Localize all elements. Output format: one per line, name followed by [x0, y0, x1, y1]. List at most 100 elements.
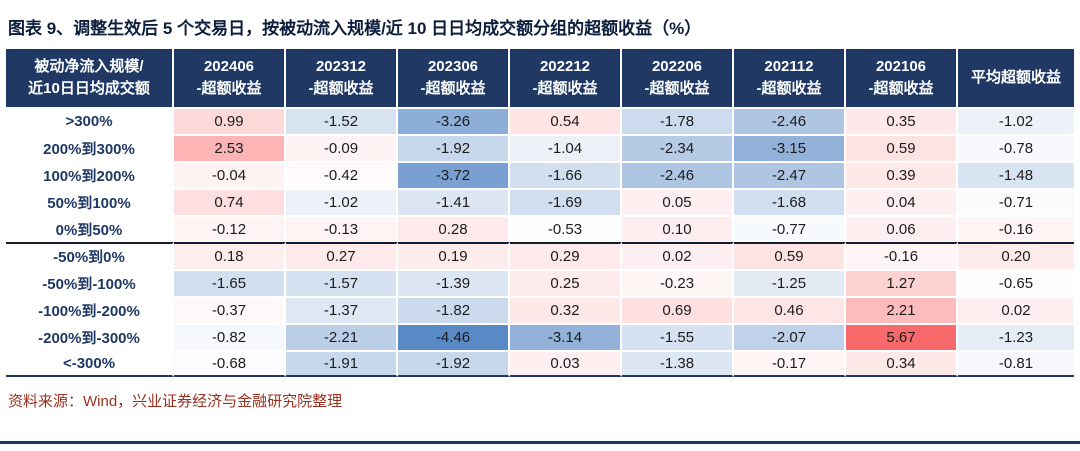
- table-cell: 0.74: [174, 188, 286, 215]
- table-cell: 2.53: [174, 134, 286, 161]
- table-cell: 0.06: [846, 215, 958, 242]
- table-row: 100%到200% -0.04 -0.42 -3.72 -1.66 -2.46 -2.47 0…: [6, 161, 1074, 188]
- row-label: 200%到300%: [6, 134, 174, 161]
- table-cell: -1.82: [398, 296, 510, 323]
- table-cell: -1.68: [734, 188, 846, 215]
- table-cell: -1.41: [398, 188, 510, 215]
- table-cell: 0.02: [622, 242, 734, 269]
- table-cell: 0.25: [510, 269, 622, 296]
- column-header: 202312 -超额收益: [286, 49, 398, 107]
- row-label: 50%到100%: [6, 188, 174, 215]
- table-cell: -0.65: [958, 269, 1074, 296]
- table-cell: 0.19: [398, 242, 510, 269]
- table-cell: -2.47: [734, 161, 846, 188]
- column-header: 202306 -超额收益: [398, 49, 510, 107]
- table-cell: 0.34: [846, 350, 958, 377]
- table-cell: -1.92: [398, 134, 510, 161]
- table-cell: 0.99: [174, 107, 286, 134]
- table-cell: -4.46: [398, 323, 510, 350]
- table-cell: -1.65: [174, 269, 286, 296]
- table-cell: 0.28: [398, 215, 510, 242]
- table-cell: -1.48: [958, 161, 1074, 188]
- table-cell: -1.23: [958, 323, 1074, 350]
- table-cell: 0.39: [846, 161, 958, 188]
- table-cell: -0.09: [286, 134, 398, 161]
- row-label: 100%到200%: [6, 161, 174, 188]
- column-header: 202106 -超额收益: [846, 49, 958, 107]
- column-header: 202206 -超额收益: [622, 49, 734, 107]
- table-cell: -0.82: [174, 323, 286, 350]
- table-cell: 5.67: [846, 323, 958, 350]
- table-cell: -3.26: [398, 107, 510, 134]
- table-row: -100%到-200% -0.37 -1.37 -1.82 0.32 0.69 0.46 2.…: [6, 296, 1074, 323]
- table-cell: -2.46: [622, 161, 734, 188]
- table-row: <-300% -0.68 -1.91 -1.92 0.03 -1.38 -0.17 0.34-…: [6, 350, 1074, 377]
- table-row: -50%到0% 0.18 0.27 0.19 0.29 0.02 0.59 -0.16 0.20: [6, 242, 1074, 269]
- table-cell: 0.04: [846, 188, 958, 215]
- table-cell: 0.32: [510, 296, 622, 323]
- table-cell: -1.78: [622, 107, 734, 134]
- table-cell: -1.92: [398, 350, 510, 377]
- table-body: >300% 0.99 -1.52 -3.26 0.54 -1.78 -2.46 0.35 -1.…: [6, 107, 1074, 377]
- table-cell: 0.02: [958, 296, 1074, 323]
- figure: 图表 9、调整生效后 5 个交易日，按被动流入规模/近 10 日日均成交额分组的…: [0, 19, 1080, 444]
- table-cell: -1.57: [286, 269, 398, 296]
- column-header: 202112 -超额收益: [734, 49, 846, 107]
- row-label: <-300%: [6, 350, 174, 377]
- table-cell: -1.39: [398, 269, 510, 296]
- table-container: 被动净流入规模/近10日日均成交额 202406 -超额收益 202312 -超额收益 2…: [6, 49, 1074, 377]
- table-cell: -0.42: [286, 161, 398, 188]
- table-cell: -3.14: [510, 323, 622, 350]
- table-cell: -0.13: [286, 215, 398, 242]
- table-cell: 0.05: [622, 188, 734, 215]
- table-cell: -2.34: [622, 134, 734, 161]
- table-cell: -1.38: [622, 350, 734, 377]
- table-cell: -1.37: [286, 296, 398, 323]
- table-cell: -1.66: [510, 161, 622, 188]
- table-row: 0%到50% -0.12 -0.13 0.28 -0.53 0.10 -0.77 0.06 -0…: [6, 215, 1074, 242]
- row-label: -200%到-300%: [6, 323, 174, 350]
- table-cell: -0.37: [174, 296, 286, 323]
- row-label: -100%到-200%: [6, 296, 174, 323]
- table-cell: -0.81: [958, 350, 1074, 377]
- column-header: 平均超额收益: [958, 49, 1074, 107]
- table-cell: -2.07: [734, 323, 846, 350]
- row-group-header: 被动净流入规模/近10日日均成交额: [6, 49, 174, 107]
- table-cell: -1.04: [510, 134, 622, 161]
- table-row: -200%到-300% -0.82 -2.21 -4.46 -3.14 -1.55 -2.0…: [6, 323, 1074, 350]
- table-cell: -0.78: [958, 134, 1074, 161]
- table-cell: 0.54: [510, 107, 622, 134]
- table-cell: -1.55: [622, 323, 734, 350]
- table-cell: 1.27: [846, 269, 958, 296]
- table-cell: -2.21: [286, 323, 398, 350]
- table-cell: -0.04: [174, 161, 286, 188]
- table-cell: -1.02: [286, 188, 398, 215]
- table-cell: 0.69: [622, 296, 734, 323]
- table-cell: -1.25: [734, 269, 846, 296]
- table-cell: 0.27: [286, 242, 398, 269]
- table-cell: 0.20: [958, 242, 1074, 269]
- table-header: 被动净流入规模/近10日日均成交额 202406 -超额收益 202312 -超额收益 2…: [6, 49, 1074, 107]
- row-label: -50%到-100%: [6, 269, 174, 296]
- column-header: 202406 -超额收益: [174, 49, 286, 107]
- table-cell: 0.18: [174, 242, 286, 269]
- table-cell: 0.03: [510, 350, 622, 377]
- table-cell: -0.53: [510, 215, 622, 242]
- table-cell: -0.23: [622, 269, 734, 296]
- table-row: -50%到-100% -1.65 -1.57 -1.39 0.25 -0.23 -1.25 1…: [6, 269, 1074, 296]
- excess-return-table: 被动净流入规模/近10日日均成交额 202406 -超额收益 202312 -超额收益 2…: [6, 49, 1074, 377]
- table-cell: 0.29: [510, 242, 622, 269]
- table-cell: 0.35: [846, 107, 958, 134]
- table-row: 50%到100% 0.74 -1.02 -1.41 -1.69 0.05 -1.68 0.04…: [6, 188, 1074, 215]
- table-cell: 0.59: [734, 242, 846, 269]
- table-row: >300% 0.99 -1.52 -3.26 0.54 -1.78 -2.46 0.35 -1.…: [6, 107, 1074, 134]
- table-cell: -0.68: [174, 350, 286, 377]
- table-cell: 0.59: [846, 134, 958, 161]
- column-header: 202212 -超额收益: [510, 49, 622, 107]
- row-label: -50%到0%: [6, 242, 174, 269]
- table-cell: -1.69: [510, 188, 622, 215]
- figure-title: 图表 9、调整生效后 5 个交易日，按被动流入规模/近 10 日日均成交额分组的…: [8, 19, 702, 38]
- source-note: 资料来源：Wind，兴业证券经济与金融研究院整理: [8, 393, 343, 410]
- table-cell: -1.91: [286, 350, 398, 377]
- table-cell: -0.17: [734, 350, 846, 377]
